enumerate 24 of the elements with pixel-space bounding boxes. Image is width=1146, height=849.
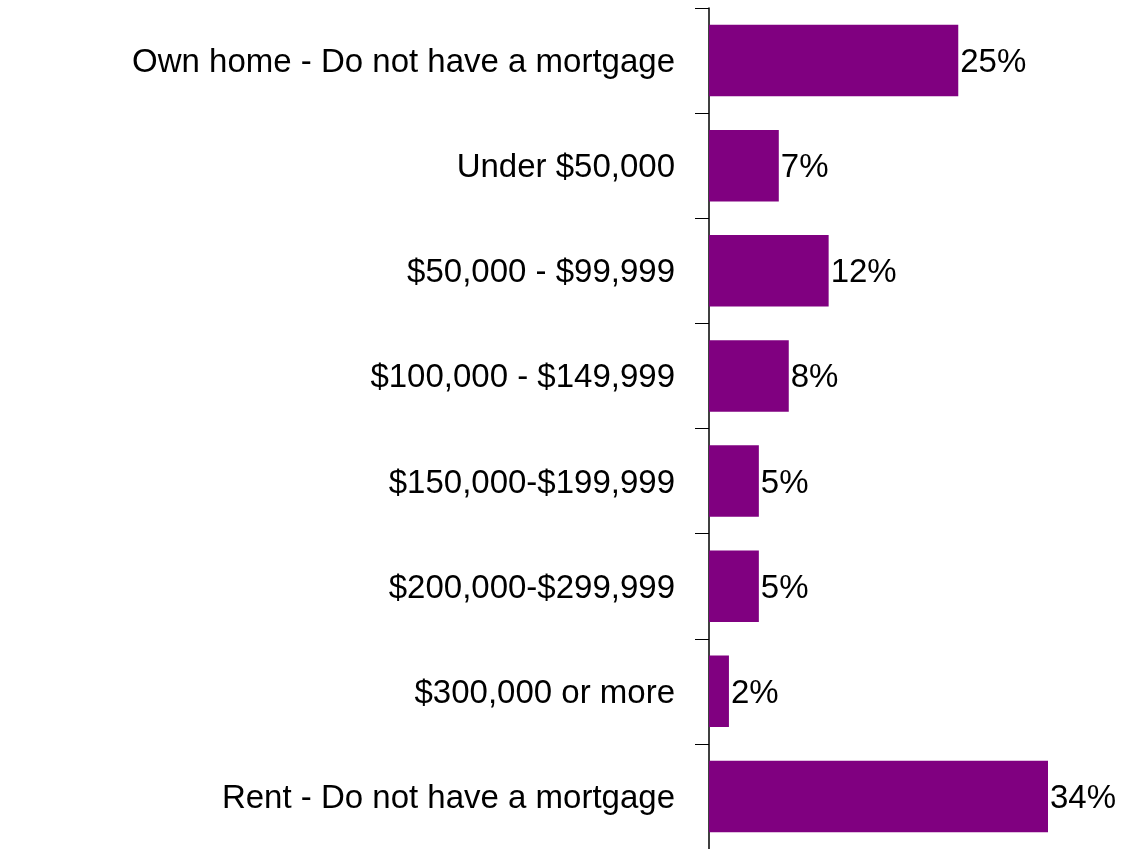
- y-tick-label: $200,000-$299,999: [388, 567, 675, 605]
- data-label: 25%: [960, 42, 1027, 80]
- data-label: 2%: [730, 672, 779, 710]
- y-tick-label: $150,000-$199,999: [388, 462, 675, 500]
- bar: [709, 550, 759, 622]
- y-tick-label: Own home - Do not have a mortgage: [132, 42, 675, 80]
- data-label: 5%: [760, 462, 809, 500]
- bar: [709, 24, 959, 97]
- y-tick-label: $50,000 - $99,999: [407, 252, 675, 290]
- data-label: 34%: [1050, 777, 1117, 815]
- bar: [709, 340, 789, 412]
- y-tick-label: $300,000 or more: [414, 672, 675, 710]
- data-label: 5%: [760, 567, 809, 605]
- y-tick-label: Under $50,000: [456, 147, 675, 185]
- bar: [709, 655, 729, 728]
- y-tick-label: Rent - Do not have a mortgage: [221, 777, 675, 815]
- bar: [709, 235, 829, 307]
- data-label: 12%: [830, 252, 897, 290]
- bar: [709, 445, 759, 517]
- data-label: 8%: [790, 357, 839, 395]
- bar: [709, 129, 779, 202]
- y-tick-label: $100,000 - $149,999: [370, 357, 675, 395]
- data-label: 7%: [780, 147, 829, 185]
- bar: [709, 760, 1048, 833]
